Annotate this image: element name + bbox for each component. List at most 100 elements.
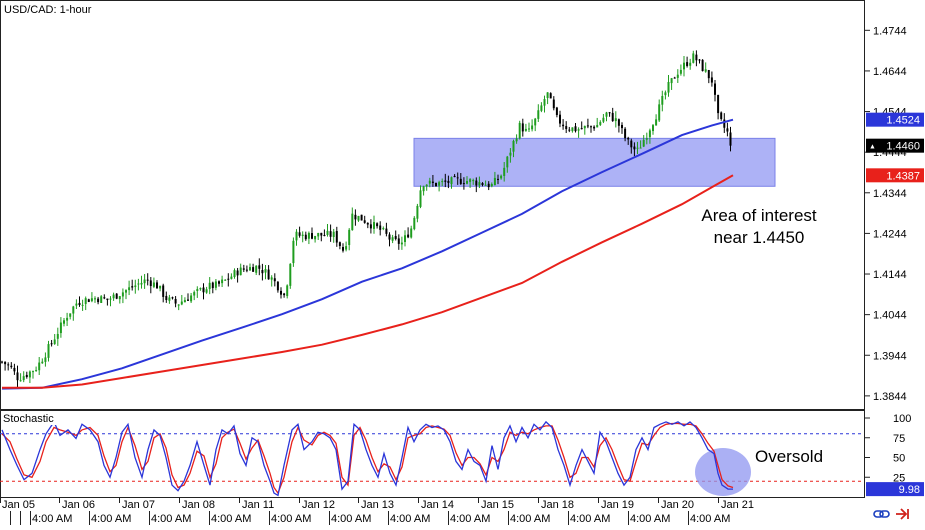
date-label: Jan 08 [182,499,215,511]
candle-body [202,287,205,293]
candle-body [645,138,648,140]
candle-body [100,296,103,303]
candle-body [311,233,313,239]
candle-body [205,289,208,293]
candle-body [661,95,664,105]
y-tick-label: 1.3844 [873,391,907,403]
stoch-title-bg [1,411,59,425]
candle-body [658,104,661,121]
candle-body [13,367,16,372]
time-label: 4:00 AM [32,513,72,525]
time-label: 4:00 AM [690,513,730,525]
time-label: 4:00 AM [151,513,191,525]
candle-body [363,220,366,223]
candle-body [683,62,685,70]
candle-body [667,81,670,93]
candle-body [583,125,586,129]
area-of-interest-box [413,137,776,187]
candle-body [332,231,335,238]
candle-body [729,132,732,146]
candle-body [304,234,307,240]
candle-body [596,124,599,128]
candle-body [357,215,360,221]
moving-averages-group [1,118,734,390]
candle-body [586,125,589,127]
candle-body [720,112,723,119]
candle-body [723,119,726,128]
price-label: 1.4387 [886,170,920,182]
candle-body [351,213,354,231]
candle-body [249,267,251,271]
candle-body [236,270,239,276]
oversold-marker [695,448,751,496]
candle-body [171,297,174,299]
candle-body [562,124,565,127]
candle-body [521,123,524,132]
candle-body [373,222,375,229]
price-label: 1.4460 [886,141,920,153]
time-label: 4:00 AM [211,513,251,525]
candle-body [242,268,245,270]
candle-body [466,181,468,184]
candle-body [270,277,273,280]
y-tick-label: 1.3944 [873,350,907,362]
candle-body [717,94,720,114]
candle-body [369,224,372,229]
date-label: Jan 11 [242,499,274,511]
candle-body [509,152,512,156]
candle-body [335,231,338,243]
arrow-icon[interactable] [896,508,909,520]
candle-body [261,270,264,274]
candle-body [75,303,78,306]
y-tick-label: 1.4644 [873,66,907,78]
candle-body [475,180,478,186]
candle-body [531,125,534,130]
candle-body [366,222,369,225]
candle-body [447,180,450,183]
candle-body [400,242,403,245]
candle-body [670,78,673,84]
candle-body [503,167,506,176]
candle-body [481,183,484,186]
price-marker-icon: ▲ [869,144,876,151]
y-tick-label: 1.4244 [873,228,907,240]
candle-body [630,140,633,148]
stochastic-main-line [1,420,733,497]
candle-body [50,343,53,345]
candle-body [1,361,3,363]
candle-body [534,118,537,126]
candle-body [599,122,602,125]
link-icon[interactable] [873,510,890,518]
price-label-bg [866,112,924,127]
candle-body [7,364,10,366]
time-label: 4:00 AM [390,513,430,525]
candle-body [137,283,140,285]
stoch-y-axis: 100 75 50 259.98 [865,413,924,497]
candle-body [103,297,106,299]
candle-body [59,322,62,334]
candle-body [342,246,344,251]
candle-body [41,361,44,364]
candle-body [469,179,472,182]
date-label: Jan 19 [601,499,634,511]
candle-body [540,105,543,111]
candle-body [118,296,121,300]
price-label-bg [866,138,924,153]
candle-body [385,228,388,234]
candle-body [66,317,69,321]
date-label: Jan 20 [661,499,694,511]
date-label: Jan 05 [2,499,35,511]
candle-body [689,62,692,66]
candle-body [497,178,499,180]
candle-body [174,298,177,304]
oversold-annotation: Oversold [755,447,823,466]
candle-body [701,59,704,72]
candle-body [391,237,394,241]
candle-body [84,298,87,304]
candle-body [292,240,295,264]
candle-body [627,137,630,140]
candle-body [552,99,555,109]
stoch-value-bg [866,482,924,497]
candle-body [441,181,444,183]
candle-body [726,128,729,132]
